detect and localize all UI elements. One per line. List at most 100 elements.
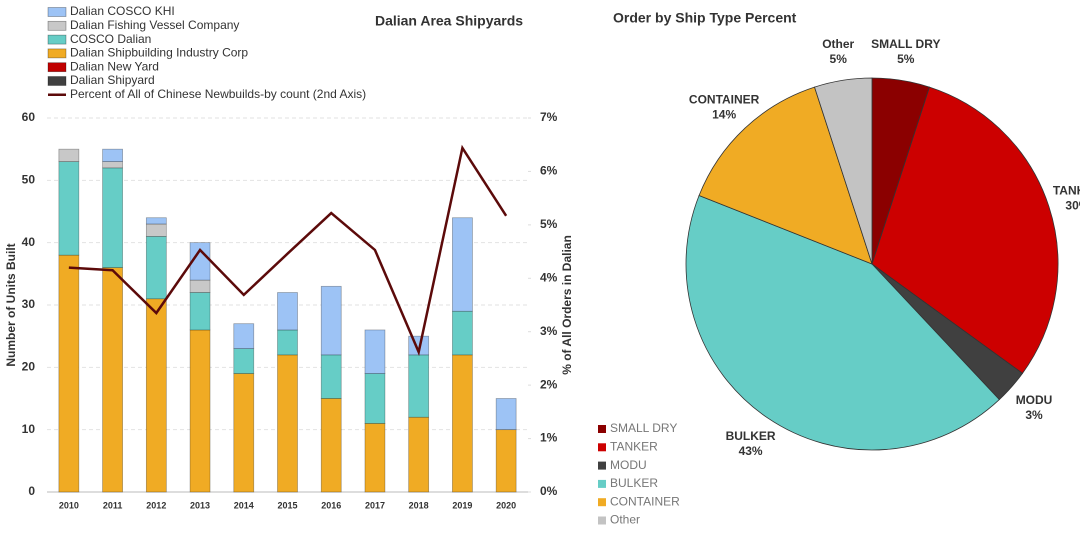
y2-tick-label: 3% xyxy=(540,324,558,338)
bar-segment xyxy=(277,329,298,356)
bar-segment xyxy=(189,329,211,493)
x-tick-label: 2014 xyxy=(234,500,254,510)
legend-label: MODU xyxy=(610,458,647,472)
pie-label: BULKER xyxy=(726,429,776,443)
y2-tick-label: 6% xyxy=(540,164,558,178)
pie-value-label: 5% xyxy=(897,52,915,66)
y-tick-label: 50 xyxy=(22,173,36,187)
bar-segment xyxy=(320,354,342,399)
legend-label: Dalian Shipyard xyxy=(70,73,155,87)
legend-swatch xyxy=(598,443,606,452)
x-tick-label: 2018 xyxy=(409,500,429,510)
x-tick-label: 2010 xyxy=(59,500,79,510)
bar-segment xyxy=(145,298,167,493)
bar-segment xyxy=(320,398,342,493)
pie-label: MODU xyxy=(1016,393,1053,407)
bar-segment xyxy=(495,429,517,493)
pie-slice xyxy=(685,195,1000,451)
bar-segment xyxy=(189,279,211,293)
bar-segment xyxy=(233,323,255,349)
bar-segment xyxy=(277,292,298,331)
y-tick-label: 20 xyxy=(22,360,36,374)
legend-label: SMALL DRY xyxy=(610,421,677,435)
bar-segment xyxy=(58,148,80,162)
bar-segment xyxy=(102,148,123,162)
y2-tick-label: 5% xyxy=(540,217,558,231)
legend-label: CONTAINER xyxy=(610,494,680,508)
bar-segment xyxy=(233,373,255,493)
x-tick-label: 2013 xyxy=(190,500,210,510)
legend-label: Dalian New Yard xyxy=(70,59,159,73)
legend-label: Dalian Shipbuilding Industry Corp xyxy=(70,46,248,60)
y2-tick-label: 4% xyxy=(540,270,558,284)
pie-label: TANKER xyxy=(1053,183,1080,197)
x-tick-label: 2011 xyxy=(103,500,123,510)
bar-segment xyxy=(145,223,167,237)
chart-title: Dalian Area Shipyards xyxy=(375,13,523,29)
x-tick-label: 2020 xyxy=(496,500,516,510)
bar-segment xyxy=(145,217,167,225)
y2-tick-label: 2% xyxy=(540,377,558,391)
pie-label: SMALL DRY xyxy=(871,37,940,51)
legend-swatch xyxy=(47,48,67,59)
line-series xyxy=(68,144,508,357)
legend-swatch xyxy=(47,76,67,86)
legend-label: BULKER xyxy=(610,476,658,490)
bar-segment xyxy=(452,217,473,312)
bar-segment xyxy=(233,348,255,374)
x-tick-label: 2016 xyxy=(321,500,341,510)
y2-tick-label: 1% xyxy=(540,431,558,445)
pie-value-label: 5% xyxy=(830,52,848,66)
bar-segment xyxy=(452,310,473,356)
y2-tick-label: 7% xyxy=(540,110,558,124)
legend-swatch xyxy=(47,20,67,31)
pie-value-label: 14% xyxy=(712,108,736,122)
x-tick-label: 2017 xyxy=(365,500,385,510)
bar-segment xyxy=(58,161,80,256)
legend-label: Percent of All of Chinese Newbuilds-by c… xyxy=(70,87,366,101)
legend-label: Other xyxy=(610,513,640,527)
legend-label: TANKER xyxy=(610,439,658,453)
legend-swatch xyxy=(47,7,67,17)
legend-swatch xyxy=(598,479,606,488)
legend-swatch xyxy=(47,62,67,73)
x-tick-label: 2012 xyxy=(146,500,166,510)
pie-value-label: 3% xyxy=(1025,408,1043,422)
x-tick-label: 2019 xyxy=(452,500,472,510)
y2-tick-label: 0% xyxy=(540,484,558,498)
pie-label: CONTAINER xyxy=(689,93,760,107)
legend-swatch xyxy=(598,498,606,507)
legend-label: COSCO Dalian xyxy=(70,32,151,46)
y2-axis-title: % of All Orders in Dalian xyxy=(560,235,574,375)
y-tick-label: 30 xyxy=(22,297,36,311)
pie-value-label: 43% xyxy=(739,444,763,458)
pie-slice xyxy=(814,77,873,265)
bar-segment xyxy=(452,354,473,493)
y-tick-label: 40 xyxy=(22,235,36,249)
bar-segment xyxy=(364,423,386,493)
chart-title: Order by Ship Type Percent xyxy=(613,10,797,26)
bar-segment xyxy=(145,236,167,300)
pie-slice xyxy=(871,86,1059,374)
legend-label: Dalian Fishing Vessel Company xyxy=(70,18,239,32)
y-tick-label: 60 xyxy=(22,110,36,124)
bar-segment xyxy=(408,416,430,493)
legend-swatch xyxy=(598,516,606,525)
bar-segment xyxy=(102,267,123,493)
bar-segment xyxy=(408,354,430,418)
bar-segment xyxy=(102,161,123,169)
y-tick-label: 0 xyxy=(28,484,35,498)
bar-segment xyxy=(364,373,386,424)
legend-swatch xyxy=(598,425,606,433)
bar-segment xyxy=(364,329,386,374)
legend-swatch xyxy=(47,34,67,45)
bar-segment xyxy=(189,292,211,331)
bar-segment xyxy=(102,167,123,268)
bar-segment xyxy=(58,254,80,493)
y-axis-title: Number of Units Built xyxy=(4,243,18,366)
bar-segment xyxy=(320,285,342,356)
pie-value-label: 30% xyxy=(1065,198,1080,212)
legend-label: Dalian COSCO KHI xyxy=(70,4,175,18)
bar-segment xyxy=(495,398,517,431)
